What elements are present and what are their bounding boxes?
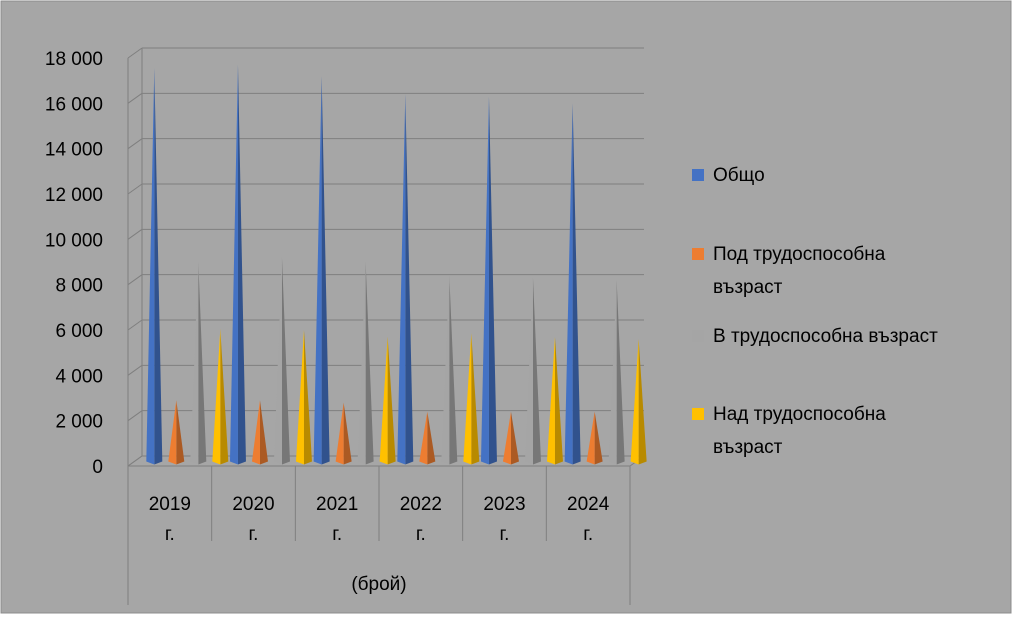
y-tick-label: 4 000 xyxy=(55,366,103,387)
cone-mark[interactable] xyxy=(524,277,533,465)
y-tick-label: 14 000 xyxy=(45,140,103,161)
y-tick-label: 2 000 xyxy=(55,412,103,433)
x-tick-label: 2022 xyxy=(400,494,442,515)
side-wall-gridline xyxy=(127,92,143,104)
cone-mark[interactable] xyxy=(335,402,344,465)
y-tick-label: 8 000 xyxy=(55,276,103,297)
legend-swatch[interactable] xyxy=(692,248,704,260)
cone-shadow-side xyxy=(471,333,480,465)
cone-shadow-side xyxy=(198,262,207,465)
y-tick-label: 6 000 xyxy=(55,321,103,342)
cone-shadow-side xyxy=(303,330,312,465)
cone-mark[interactable] xyxy=(502,411,511,465)
cone-shadow-side xyxy=(237,64,246,465)
x-tick-label: г. xyxy=(165,524,175,545)
cone-shadow-side xyxy=(616,280,625,465)
side-wall-gridline xyxy=(127,47,143,59)
cone-mark[interactable] xyxy=(397,94,406,465)
side-wall-gridline xyxy=(127,455,143,467)
y-tick-label: 10 000 xyxy=(45,230,103,251)
cone-shadow-side xyxy=(281,257,290,465)
x-tick-label: 2020 xyxy=(232,494,274,515)
legend-label[interactable]: възраст xyxy=(713,277,783,298)
cone-shadow-side xyxy=(387,336,396,465)
cone-mark[interactable] xyxy=(212,328,221,465)
cone-shadow-side xyxy=(220,328,229,465)
cone-shadow-side xyxy=(365,262,374,465)
cone-shadow-side xyxy=(532,277,541,465)
x-tick-label: 2023 xyxy=(483,494,525,515)
x-tick-label: 2021 xyxy=(316,494,358,515)
cone-mark[interactable] xyxy=(463,333,472,465)
x-tick-label: г. xyxy=(416,524,426,545)
side-wall-gridline xyxy=(127,274,143,286)
cone-mark[interactable] xyxy=(441,275,450,465)
cone-mark[interactable] xyxy=(168,400,177,465)
cone-mark[interactable] xyxy=(564,103,573,465)
cone-shadow-side xyxy=(449,275,458,465)
side-wall-gridline xyxy=(127,319,143,331)
cone-shadow-side xyxy=(572,103,581,465)
legend-label[interactable]: Под трудоспособна xyxy=(713,244,886,265)
cone-mark[interactable] xyxy=(586,411,595,465)
x-tick-label: г. xyxy=(583,524,593,545)
cone-mark[interactable] xyxy=(546,336,555,465)
legend-label[interactable]: Над трудоспособна xyxy=(713,404,886,425)
cone-mark[interactable] xyxy=(419,411,428,465)
cone-shadow-side xyxy=(154,68,163,465)
side-wall-gridline xyxy=(127,183,143,195)
cone-mark[interactable] xyxy=(295,330,304,465)
side-wall-gridline xyxy=(127,138,143,150)
cone-shadow-side xyxy=(321,76,330,465)
cone-mark[interactable] xyxy=(480,96,489,465)
side-wall-gridline xyxy=(127,364,143,376)
cone-shadow-side xyxy=(259,400,268,465)
cone-mark[interactable] xyxy=(229,64,238,465)
x-axis-label: (брой) xyxy=(351,574,406,595)
cone-shadow-side xyxy=(488,96,497,465)
y-tick-label: 0 xyxy=(92,457,103,478)
cone-shadow-side xyxy=(510,411,519,465)
y-tick-label: 16 000 xyxy=(45,94,103,115)
y-tick-label: 18 000 xyxy=(45,49,103,70)
side-wall-gridline xyxy=(127,410,143,422)
legend-swatch[interactable] xyxy=(692,408,704,420)
cone-mark[interactable] xyxy=(313,76,322,465)
cone-shadow-side xyxy=(343,402,352,465)
cone-mark[interactable] xyxy=(379,336,388,465)
x-tick-label: г. xyxy=(249,524,259,545)
side-wall-gridline xyxy=(127,228,143,240)
cone-mark[interactable] xyxy=(251,400,260,465)
legend-label[interactable]: В трудоспособна възраст xyxy=(713,326,938,347)
cone-mark[interactable] xyxy=(608,280,617,465)
legend-label[interactable]: възраст xyxy=(713,437,783,458)
cone-mark[interactable] xyxy=(273,257,282,465)
cone-shadow-side xyxy=(554,336,563,465)
legend-label[interactable]: Общо xyxy=(713,165,765,186)
cone-mark[interactable] xyxy=(190,262,199,465)
cone-shadow-side xyxy=(405,94,414,465)
x-tick-label: г. xyxy=(332,524,342,545)
legend-swatch[interactable] xyxy=(692,330,704,342)
x-tick-label: г. xyxy=(500,524,510,545)
x-tick-label: 2024 xyxy=(567,494,610,515)
y-tick-label: 12 000 xyxy=(45,185,103,206)
cone-shadow-side xyxy=(638,339,647,465)
cone-shadow-side xyxy=(176,400,185,465)
cone-mark[interactable] xyxy=(146,68,155,465)
cone-mark[interactable] xyxy=(357,262,366,465)
cone-shadow-side xyxy=(427,411,436,465)
x-tick-label: 2019 xyxy=(149,494,191,515)
cone-mark[interactable] xyxy=(630,339,639,465)
cone-shadow-side xyxy=(594,411,603,465)
legend-swatch[interactable] xyxy=(692,169,704,181)
